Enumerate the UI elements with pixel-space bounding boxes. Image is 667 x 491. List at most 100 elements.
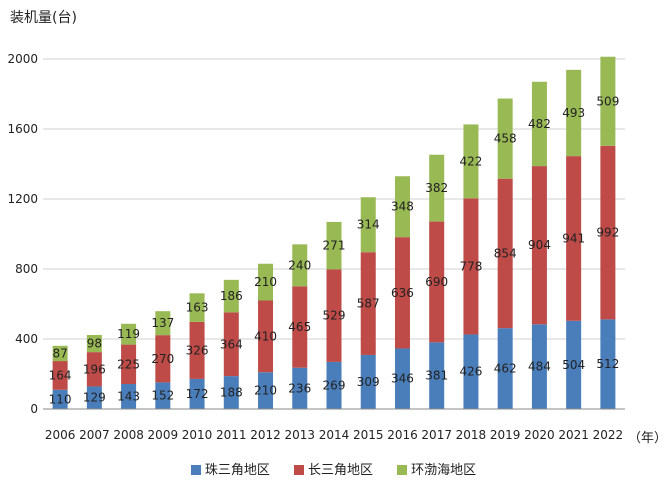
data-label-2022-s2: 509 <box>596 94 619 108</box>
x-tick-label-2009: 2009 <box>148 428 179 442</box>
bar-2022-s1 <box>600 145 616 320</box>
data-label-2010-s0: 172 <box>186 387 209 401</box>
bar-2011-s2 <box>223 279 239 313</box>
bar-2006-s1 <box>52 361 68 390</box>
bar-2015-s2 <box>360 197 376 253</box>
x-tick-label-2010: 2010 <box>182 428 213 442</box>
data-label-2007-s0: 129 <box>83 391 106 405</box>
data-label-2012-s0: 210 <box>254 384 277 398</box>
bar-2011-s0 <box>223 376 239 409</box>
data-label-2019-s1: 854 <box>494 246 517 260</box>
bar-2015-s0 <box>360 354 376 409</box>
bar-2017-s1 <box>429 221 445 343</box>
bar-2011-s1 <box>223 312 239 377</box>
data-label-2007-s2: 98 <box>87 337 102 351</box>
data-label-2020-s2: 482 <box>528 117 551 131</box>
x-axis-unit: （年） <box>628 431 667 446</box>
data-label-2018-s2: 422 <box>459 154 482 168</box>
bar-2021-s2 <box>566 69 582 157</box>
data-label-2011-s2: 186 <box>220 289 243 303</box>
legend-swatch-zhusanjiao <box>190 465 201 475</box>
x-tick-label-2011: 2011 <box>216 428 247 442</box>
data-label-2015-s2: 314 <box>357 218 380 232</box>
data-label-2008-s1: 225 <box>117 357 140 371</box>
bar-2012-s1 <box>258 300 274 373</box>
bar-2020-s2 <box>531 81 547 167</box>
x-tick-label-2016: 2016 <box>387 428 418 442</box>
y-tick-label: 0 <box>30 402 38 416</box>
data-label-2009-s1: 270 <box>151 352 174 366</box>
bar-2018-s0 <box>463 334 479 409</box>
bar-2013-s0 <box>292 367 308 409</box>
data-label-2015-s0: 309 <box>357 375 380 389</box>
bar-2015-s1 <box>360 252 376 355</box>
data-label-2009-s2: 137 <box>151 316 174 330</box>
legend-item-zhusanjiao: 珠三角地区 <box>190 459 270 478</box>
data-label-2006-s1: 164 <box>49 368 72 382</box>
x-tick-label-2017: 2017 <box>421 428 452 442</box>
bar-2016-s0 <box>394 348 410 409</box>
data-label-2010-s2: 163 <box>186 301 209 315</box>
x-tick-label-2018: 2018 <box>456 428 487 442</box>
bars <box>52 56 616 409</box>
data-label-2007-s1: 196 <box>83 362 106 376</box>
legend-swatch-huanbohai <box>397 465 408 475</box>
bar-2006-s2 <box>52 345 68 362</box>
x-tick-label-2015: 2015 <box>353 428 384 442</box>
x-tick-label-2013: 2013 <box>284 428 315 442</box>
bar-2021-s0 <box>566 320 582 409</box>
y-tick-label: 800 <box>15 262 38 276</box>
data-label-2012-s1: 410 <box>254 329 277 343</box>
data-label-2006-s2: 87 <box>52 346 67 360</box>
data-label-2017-s2: 382 <box>425 181 448 195</box>
bar-2016-s1 <box>394 237 410 349</box>
bar-2012-s0 <box>258 372 274 409</box>
legend: 珠三角地区 长三角地区 环渤海地区 <box>0 459 667 478</box>
bar-2019-s0 <box>497 328 513 409</box>
bar-2009-s0 <box>155 382 171 409</box>
data-label-2008-s0: 143 <box>117 389 140 403</box>
data-label-2015-s1: 587 <box>357 297 380 311</box>
x-axis-ticks: 2006 2007 2008 2009 2010 2011 2012 2013 2014 2015… <box>45 428 623 442</box>
bar-2014-s1 <box>326 269 342 362</box>
data-label-2017-s0: 381 <box>425 369 448 383</box>
legend-label-huanbohai: 环渤海地区 <box>411 463 477 478</box>
bar-2008-s2 <box>121 323 137 345</box>
bar-2021-s1 <box>566 156 582 321</box>
data-label-2021-s1: 941 <box>562 231 585 245</box>
y-tick-label: 1600 <box>7 122 38 136</box>
bar-2007-s1 <box>86 352 102 387</box>
grid-lines <box>43 58 625 340</box>
data-labels: 110 164 87 129 196 98 143 225 119 152 270 137 172 326… <box>49 94 620 406</box>
bar-2009-s1 <box>155 335 171 383</box>
data-label-2016-s0: 346 <box>391 372 414 386</box>
data-label-2017-s1: 690 <box>425 275 448 289</box>
bar-2007-s2 <box>86 334 102 353</box>
bar-2010-s2 <box>189 293 205 322</box>
x-tick-label-2012: 2012 <box>250 428 281 442</box>
y-axis-label: 装机量(台) <box>10 10 77 26</box>
data-label-2014-s2: 271 <box>323 239 346 253</box>
bar-2013-s1 <box>292 286 308 368</box>
data-label-2013-s1: 465 <box>288 320 311 334</box>
data-label-2009-s0: 152 <box>151 389 174 403</box>
bar-2014-s2 <box>326 221 342 270</box>
data-label-2022-s0: 512 <box>596 357 619 371</box>
data-label-2006-s0: 110 <box>49 392 72 406</box>
data-label-2013-s2: 240 <box>288 258 311 272</box>
data-label-2012-s2: 210 <box>254 275 277 289</box>
bar-2018-s2 <box>463 124 479 199</box>
x-tick-label-2014: 2014 <box>319 428 350 442</box>
data-label-2018-s0: 426 <box>459 365 482 379</box>
bar-2019-s1 <box>497 178 513 329</box>
bar-2020-s0 <box>531 324 547 409</box>
data-label-2022-s1: 992 <box>596 226 619 240</box>
x-tick-label-2020: 2020 <box>524 428 555 442</box>
data-label-2010-s1: 326 <box>186 343 209 357</box>
bar-2013-s2 <box>292 244 308 287</box>
y-tick-label: 400 <box>15 332 38 346</box>
data-label-2020-s0: 484 <box>528 360 551 374</box>
x-tick-label-2019: 2019 <box>490 428 521 442</box>
bar-2007-s0 <box>86 386 102 409</box>
